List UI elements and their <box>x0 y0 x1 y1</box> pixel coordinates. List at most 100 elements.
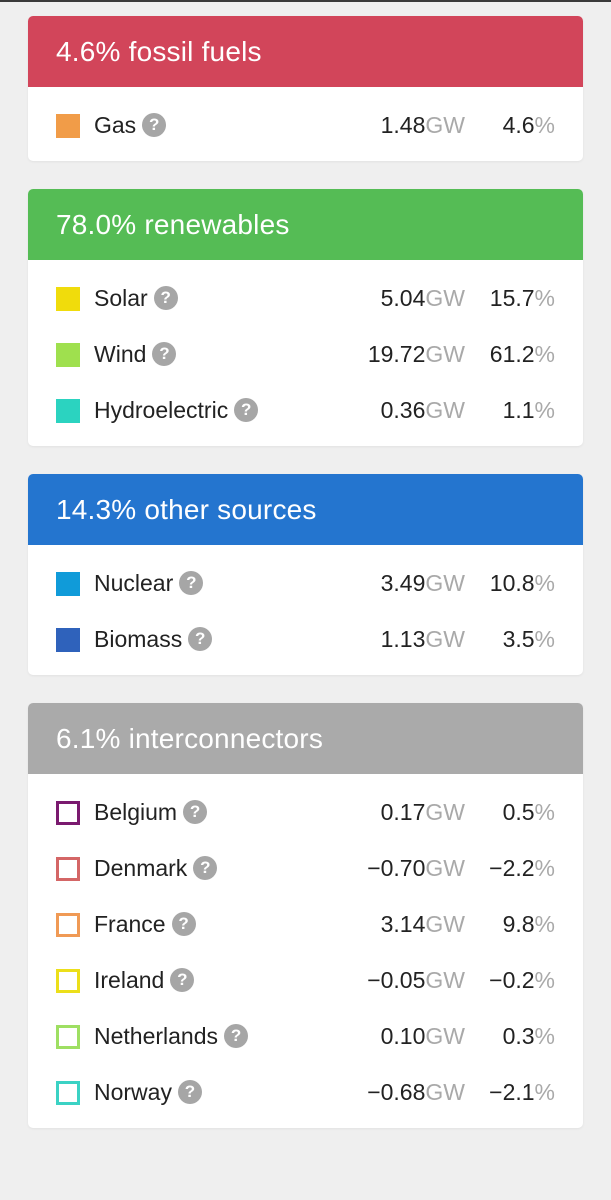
source-label: Gas? <box>94 97 167 153</box>
category-rows: Gas? 1.48GW 4.6% <box>28 87 583 161</box>
source-label: Ireland? <box>94 952 195 1008</box>
help-icon[interactable]: ? <box>188 627 213 651</box>
share-number: 0.3 <box>502 1023 535 1049</box>
share-number: 61.2 <box>489 341 535 367</box>
source-name: Norway <box>94 1079 172 1105</box>
legend-swatch-icon <box>56 969 80 993</box>
share-number: 9.8 <box>502 911 535 937</box>
category-header: 6.1% interconnectors <box>28 703 583 774</box>
share-number: 15.7 <box>489 285 535 311</box>
power-value: −0.70GW <box>367 840 465 896</box>
source-label: Biomass? <box>94 611 213 667</box>
power-number: 0.36 <box>380 397 426 423</box>
category-header: 4.6% fossil fuels <box>28 16 583 87</box>
source-label: Belgium? <box>94 784 208 840</box>
share-value: −2.1% <box>489 1064 555 1120</box>
share-value: 61.2% <box>490 326 555 382</box>
power-unit: GW <box>425 112 465 138</box>
power-value: 1.13GW <box>381 611 465 667</box>
share-value: 0.3% <box>503 1008 555 1064</box>
power-number: 0.10 <box>380 1023 426 1049</box>
share-value: 1.1% <box>503 382 555 438</box>
help-icon[interactable]: ? <box>142 113 167 137</box>
source-name: Gas <box>94 112 137 138</box>
share-value: 3.5% <box>503 611 555 667</box>
source-category-card: 78.0% renewables Solar? 5.04GW 15.7% Wind? 19… <box>28 189 583 446</box>
power-unit: GW <box>425 799 465 825</box>
power-number: 3.14 <box>380 911 426 937</box>
share-unit: % <box>534 112 555 138</box>
source-row: Gas? 1.48GW 4.6% <box>28 97 583 153</box>
power-unit: GW <box>425 1023 465 1049</box>
power-value: 0.17GW <box>381 784 465 840</box>
source-label: Hydroelectric? <box>94 382 259 438</box>
share-value: 0.5% <box>503 784 555 840</box>
power-unit: GW <box>425 967 465 993</box>
share-value: 15.7% <box>490 270 555 326</box>
category-header: 78.0% renewables <box>28 189 583 260</box>
share-unit: % <box>534 855 555 881</box>
share-unit: % <box>534 626 555 652</box>
share-number: 1.1 <box>502 397 535 423</box>
category-rows: Nuclear? 3.49 GW 10.8% Biomass? 1.13GW 3.5% <box>28 545 583 675</box>
power-number: −0.68 <box>367 1079 426 1105</box>
help-icon[interactable]: ? <box>177 1080 202 1104</box>
legend-swatch-icon <box>56 1025 80 1049</box>
power-value: 0.36GW <box>381 382 465 438</box>
power-unit: GW <box>425 911 465 937</box>
help-icon[interactable]: ? <box>170 968 195 992</box>
power-unit: GW <box>425 855 465 881</box>
source-name: Netherlands <box>94 1023 219 1049</box>
power-value: 1.48GW <box>381 97 465 153</box>
help-icon[interactable]: ? <box>234 398 259 422</box>
power-unit: GW <box>425 626 465 652</box>
share-number: 4.6 <box>502 112 535 138</box>
help-icon[interactable]: ? <box>152 342 177 366</box>
share-number: 3.5 <box>502 626 535 652</box>
source-row: France? 3.14GW 9.8% <box>28 896 583 952</box>
power-value: 5.04GW <box>381 270 465 326</box>
category-header: 14.3% other sources <box>28 474 583 545</box>
source-name: Ireland <box>94 967 165 993</box>
share-value: 4.6% <box>503 97 555 153</box>
share-unit: % <box>534 570 555 596</box>
source-row: Biomass? 1.13GW 3.5% <box>28 611 583 667</box>
legend-swatch-icon <box>56 913 80 937</box>
power-number: 19.72 <box>367 341 426 367</box>
power-number: −0.70 <box>367 855 426 881</box>
power-value: −0.05GW <box>367 952 465 1008</box>
share-value: 10.8% <box>490 555 555 611</box>
power-number: 1.48 <box>380 112 426 138</box>
source-row: Belgium? 0.17GW 0.5% <box>28 784 583 840</box>
power-number: −0.05 <box>367 967 426 993</box>
help-icon[interactable]: ? <box>153 286 178 310</box>
share-number: 10.8 <box>489 570 535 596</box>
category-rows: Solar? 5.04GW 15.7% Wind? 19.72GW 61.2% Hydroe… <box>28 260 583 446</box>
share-unit: % <box>534 397 555 423</box>
power-value: −0.68GW <box>367 1064 465 1120</box>
source-row: Wind? 19.72GW 61.2% <box>28 326 583 382</box>
power-number: 1.13 <box>380 626 426 652</box>
help-icon[interactable]: ? <box>224 1024 249 1048</box>
power-number: 3.49 <box>380 570 426 596</box>
source-category-card: 4.6% fossil fuels Gas? 1.48GW 4.6% <box>28 16 583 161</box>
share-number: 0.5 <box>502 799 535 825</box>
source-name: Hydroelectric <box>94 397 229 423</box>
category-rows: Belgium? 0.17GW 0.5% Denmark? −0.70GW −2.2% Fr… <box>28 774 583 1128</box>
legend-swatch-icon <box>56 399 80 423</box>
legend-swatch-icon <box>56 343 80 367</box>
help-icon[interactable]: ? <box>183 800 208 824</box>
share-value: −2.2% <box>489 840 555 896</box>
help-icon[interactable]: ? <box>193 856 218 880</box>
source-row: Ireland? −0.05GW −0.2% <box>28 952 583 1008</box>
source-label: Nuclear? <box>94 555 204 611</box>
source-label: Solar? <box>94 270 178 326</box>
help-icon[interactable]: ? <box>179 571 204 595</box>
top-divider <box>0 0 611 2</box>
source-category-card: 14.3% other sources Nuclear? 3.49GW 10.8% Bi… <box>28 474 583 675</box>
legend-swatch-icon <box>56 801 80 825</box>
source-name: Nuclear <box>94 570 174 596</box>
share-unit: % <box>534 1079 555 1105</box>
source-label: Denmark? <box>94 840 218 896</box>
help-icon[interactable]: ? <box>171 912 196 936</box>
